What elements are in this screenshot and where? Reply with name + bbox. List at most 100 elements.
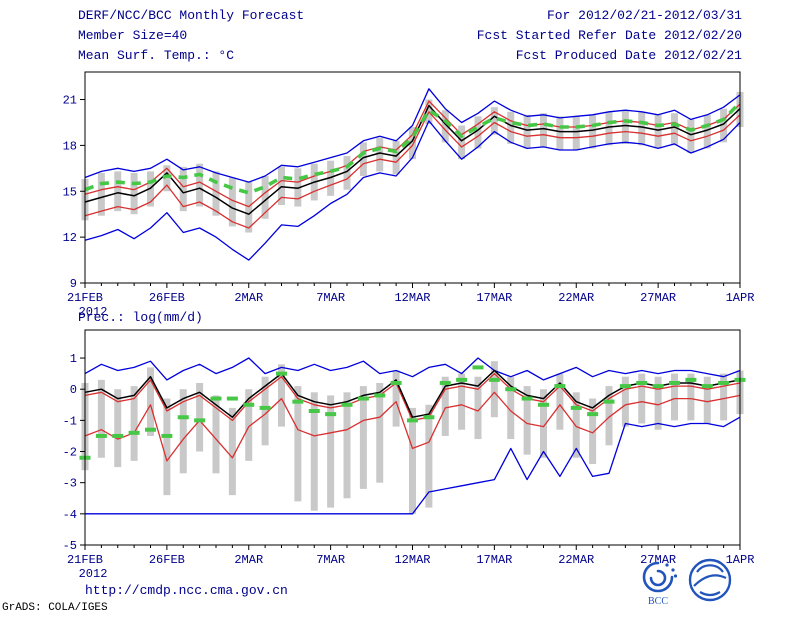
member-spread-bar: [507, 111, 515, 144]
member-spread-bar: [179, 166, 187, 212]
member-spread-bar: [523, 114, 531, 149]
y-tick-label: 21: [63, 94, 77, 108]
member-spread-bar: [441, 376, 449, 436]
bcc-logo-icon: BCC: [642, 561, 678, 606]
member-spread-bar: [179, 389, 187, 474]
x-tick-label: 27MAR: [640, 291, 676, 305]
member-spread-bar: [97, 172, 105, 216]
member-spread-bar: [376, 137, 384, 172]
member-spread-bar: [458, 125, 466, 160]
x-tick-label: 21FEB: [67, 291, 103, 305]
x-tick-label: 2MAR: [234, 291, 263, 305]
member-spread-bar: [556, 116, 564, 150]
member-spread-bar: [392, 140, 400, 175]
x-tick-label: 12MAR: [394, 291, 430, 305]
member-spread-bar: [261, 175, 269, 219]
x-tick-label: 17MAR: [476, 553, 512, 567]
member-spread-bar: [261, 376, 269, 446]
member-size-label: Member Size=40: [78, 28, 188, 43]
member-spread-bar: [589, 398, 597, 464]
member-spread-bar: [114, 389, 122, 468]
series-line: [84, 357, 741, 381]
x-tick-label: 22MAR: [558, 553, 594, 567]
member-spread-bar: [490, 107, 498, 135]
member-spread-bar: [687, 119, 695, 154]
member-spread-bar: [245, 389, 253, 461]
member-spread-bar: [556, 373, 564, 430]
member-spread-bar: [540, 389, 547, 458]
member-spread-bar: [114, 171, 122, 212]
member-spread-bar: [343, 156, 351, 190]
x-tick-label: 12MAR: [394, 553, 430, 567]
member-spread-bar: [540, 113, 547, 147]
member-spread-bar: [638, 111, 646, 146]
x-tick-label: 1APR: [726, 291, 755, 305]
member-spread-bar: [376, 382, 384, 483]
member-spread-bar: [638, 373, 646, 424]
x-tick-label: 26FEB: [149, 291, 185, 305]
member-spread-bar: [228, 407, 236, 496]
precip-panel-title: Prec.: log(mm/d): [78, 310, 203, 325]
series-line: [84, 101, 742, 195]
member-spread-bar: [294, 386, 302, 502]
member-spread-bar: [654, 114, 662, 149]
member-spread-bar: [621, 376, 629, 427]
member-spread-bar: [720, 373, 728, 421]
y-tick-label: 18: [63, 139, 77, 153]
series-line: [84, 104, 741, 215]
y-tick-label: -5: [63, 539, 77, 553]
x-tick-label: 2MAR: [234, 553, 263, 567]
y-tick-label: 9: [70, 277, 77, 291]
source-url[interactable]: http://cmdp.ncc.cma.gov.cn: [85, 583, 288, 598]
member-spread-bar: [278, 364, 285, 427]
member-spread-bar: [130, 172, 138, 215]
temp-chart: 9 12 15 18 21 21FEB 26FEB 2MAR 7MAR 12MAR 17MAR 22M…: [63, 71, 755, 319]
member-spread-bar: [474, 376, 482, 440]
member-spread-bar: [621, 110, 629, 144]
y-tick-label: 12: [63, 231, 77, 245]
bcc-logo-label: BCC: [648, 596, 668, 606]
page-title: DERF/NCC/BCC Monthly Forecast: [78, 8, 305, 23]
cma-logo-icon: [688, 558, 732, 602]
member-spread-bar: [310, 392, 318, 511]
x-tick-label: 17MAR: [476, 291, 512, 305]
member-spread-bar: [409, 127, 416, 160]
member-spread-bar: [147, 367, 154, 436]
y-tick-label: 1: [70, 352, 77, 366]
y-tick-label: -1: [63, 414, 77, 428]
member-spread-bar: [703, 114, 711, 149]
member-spread-bar: [343, 392, 351, 499]
member-spread-bar: [441, 110, 449, 143]
y-tick-label: 15: [63, 185, 77, 199]
member-spread-bar: [605, 111, 613, 146]
member-spread-bar: [605, 386, 613, 446]
member-spread-bar: [409, 407, 416, 514]
x-tick-label: 21FEB: [67, 553, 103, 567]
forecast-range-label: For 2012/02/21-2012/03/31: [546, 8, 742, 23]
member-spread-bar: [671, 373, 678, 421]
member-spread-bar: [130, 386, 138, 461]
member-spread-bar: [228, 177, 236, 227]
y-tick-label: 0: [70, 383, 77, 397]
member-spread-bar: [490, 361, 498, 418]
y-tick-label: -2: [63, 446, 77, 460]
member-spread-bar: [703, 376, 711, 424]
member-spread-bar: [654, 376, 662, 430]
member-spread-bar: [245, 182, 253, 233]
series-line: [85, 416, 741, 515]
series-line: [84, 88, 741, 183]
variable-label: Mean Surf. Temp.: °C: [78, 48, 235, 63]
y-tick-label: -3: [63, 477, 77, 491]
member-spread-bar: [359, 142, 367, 176]
member-spread-bar: [212, 395, 220, 474]
member-spread-bar: [327, 395, 335, 508]
member-spread-bar: [671, 113, 678, 146]
produced-date-label: Fcst Produced Date 2012/02/21: [515, 48, 742, 63]
member-spread-bar: [278, 166, 285, 206]
x-tick-label: 7MAR: [316, 291, 345, 305]
member-spread-bar: [572, 116, 580, 150]
member-spread-bar: [572, 392, 580, 458]
